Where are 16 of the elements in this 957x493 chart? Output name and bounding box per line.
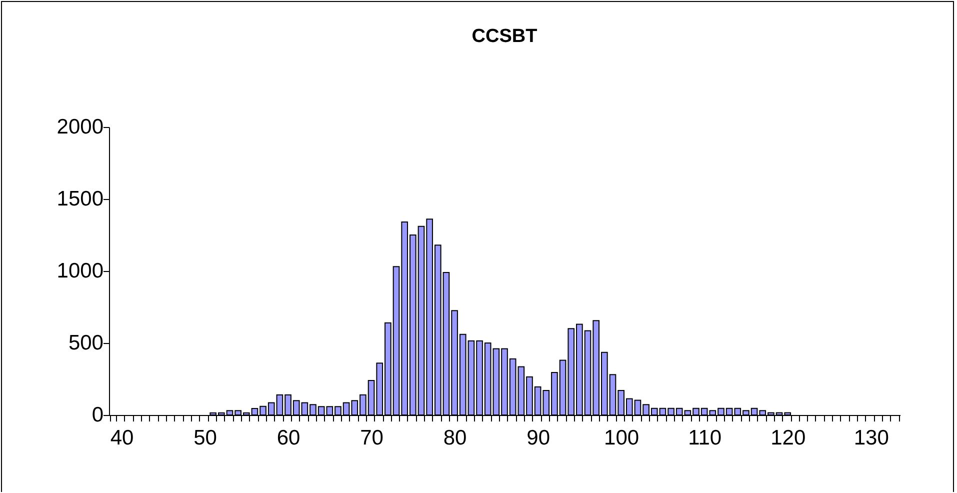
x-tick-label: 70 — [360, 426, 384, 450]
x-tick-label: 60 — [276, 426, 300, 450]
y-tick-label: 0 — [92, 404, 104, 426]
x-tick-label: 50 — [194, 426, 217, 450]
x-tick-label: 120 — [770, 426, 806, 450]
y-tick-label: 500 — [68, 332, 104, 354]
y-tick-label: 1000 — [56, 260, 104, 282]
chart-title: CCSBT — [472, 26, 538, 47]
y-tick-label: 2000 — [56, 116, 104, 138]
x-tick-label: 130 — [854, 426, 889, 450]
x-tick-label: 90 — [526, 426, 550, 450]
x-tick-label: 40 — [110, 426, 134, 450]
x-tick-label: 80 — [443, 426, 467, 450]
x-tick-label: 110 — [688, 426, 722, 450]
x-tick-label: 100 — [604, 426, 640, 450]
y-tick-label: 1500 — [56, 188, 104, 210]
